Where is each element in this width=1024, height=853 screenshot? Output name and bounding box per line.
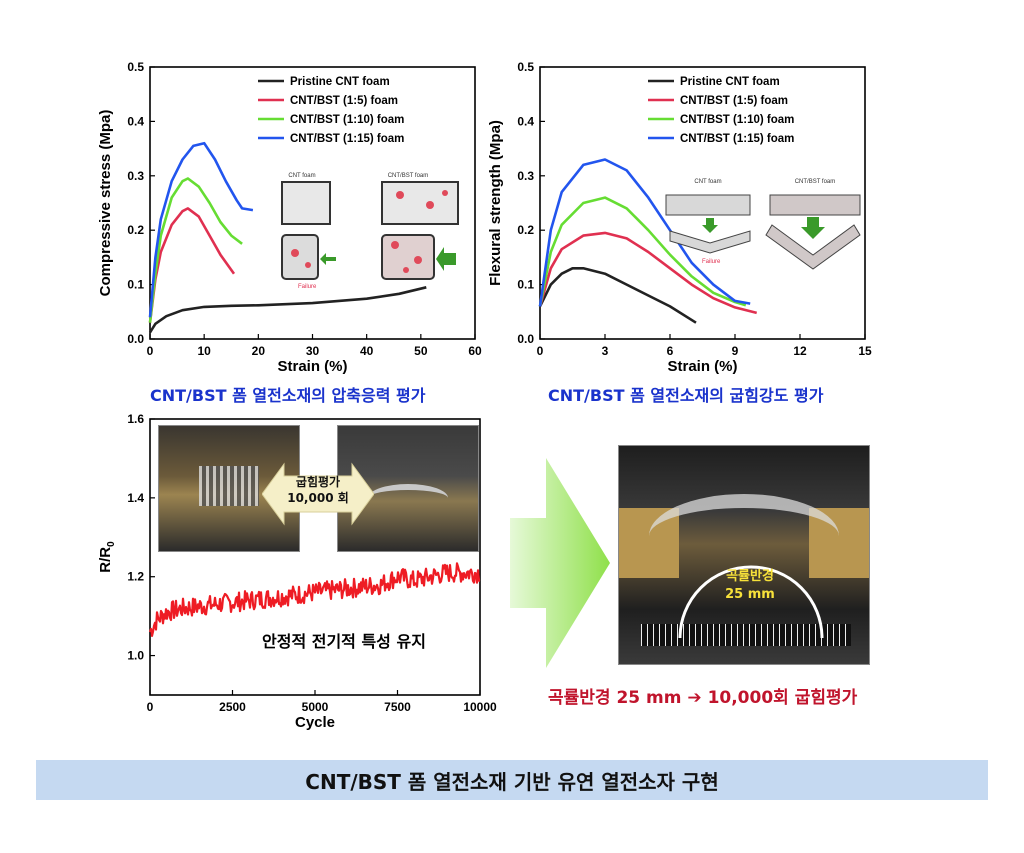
inset-cnt-bst-bent — [765, 224, 861, 270]
legend-label: CNT/BST (1:10) foam — [290, 114, 404, 126]
y-tick-label: 1.6 — [127, 412, 144, 426]
x-axis-label: Cycle — [295, 714, 335, 731]
legend-label: CNT/BST (1:5) foam — [290, 95, 398, 107]
inset-cnt-bst-foam-block — [381, 181, 459, 225]
summary-banner: CNT/BST 폼 열전소재 기반 유연 열전소자 구현 — [36, 760, 988, 800]
inset-cnt-bst-compressed — [381, 234, 435, 280]
y-tick-label: 0.4 — [517, 114, 534, 128]
x-tick-label: 7500 — [384, 700, 411, 714]
legend-label: CNT/BST (1:10) foam — [680, 114, 794, 126]
y-tick-label: 0.5 — [127, 60, 144, 74]
series-line-cnt-bst-1-15-foam — [538, 158, 751, 307]
series-line-cnt-bst-1-5-foam — [148, 207, 236, 323]
inset-label-cnt-bst-foam: CNT/BST foam — [795, 179, 836, 185]
inset-arrow-small — [702, 218, 718, 233]
bend-eval-label: 굽힘평가 10,000 회 — [282, 474, 354, 506]
y-tick-label: 0.2 — [517, 223, 534, 237]
x-tick-label: 15 — [858, 344, 872, 358]
inset-cnt-foam-beam — [665, 194, 751, 216]
inset-cnt-foam-compressed — [281, 234, 319, 280]
x-tick-label: 0 — [537, 344, 544, 358]
inset-cnt-foam-bent — [669, 230, 751, 254]
x-tick-label: 6 — [667, 344, 674, 358]
x-axis-label: Strain (%) — [667, 358, 737, 375]
y-tick-label: 1.0 — [127, 649, 144, 663]
legend-label: CNT/BST (1:15) foam — [680, 133, 794, 145]
y-tick-label: 1.2 — [127, 570, 144, 584]
inset-label-failure: Failure — [702, 259, 721, 265]
radius-label-line2: 25 mm — [725, 587, 775, 602]
radius-label-line1: 곡률반경 — [726, 569, 774, 584]
series-line-pristine-cnt-foam — [148, 286, 427, 334]
radius-eval-caption: 곡률반경 25 mm ➔ 10,000회 굽힘평가 — [548, 688, 858, 708]
radius-arc — [678, 565, 824, 639]
y-tick-label: 1.4 — [127, 491, 144, 505]
y-axis-label: R/R0 — [97, 541, 117, 573]
legend-label: Pristine CNT foam — [680, 76, 780, 88]
x-tick-label: 0 — [147, 700, 154, 714]
series-line-cnt-bst-1-10-foam — [538, 196, 747, 307]
series-line-cnt-bst-1-5-foam — [538, 231, 758, 315]
y-tick-label: 0.4 — [127, 114, 144, 128]
x-tick-label: 20 — [252, 344, 266, 358]
y-tick-label: 0.1 — [127, 278, 144, 292]
y-tick-label: 0.3 — [517, 169, 534, 183]
summary-banner-text: CNT/BST 폼 열전소재 기반 유연 열전소자 구현 — [305, 769, 719, 794]
x-tick-label: 3 — [602, 344, 609, 358]
y-axis-label: Flexural strength (Mpa) — [487, 120, 504, 286]
inset-arrow-small — [320, 253, 336, 265]
series-line-cnt-bst-1-15-foam — [148, 141, 254, 318]
bend-eval-label-line1: 굽힘평가 — [295, 475, 341, 489]
inset-arrow-large — [436, 247, 456, 271]
inset-cnt-bst-beam — [769, 194, 861, 216]
y-tick-label: 0.0 — [127, 332, 144, 346]
cycle-resistance-chart: 0 2500 5000 7500 10000 1.0 1.2 1.4 1.6 Cycle R/R0 — [97, 412, 497, 731]
bend-double-arrow — [262, 462, 374, 526]
x-tick-label: 0 — [147, 344, 154, 358]
y-tick-label: 0.3 — [127, 169, 144, 183]
x-tick-label: 30 — [306, 344, 320, 358]
series-line-resistance — [148, 562, 481, 637]
compressive-inset: CNT foam CNT/BST foam Failure — [281, 173, 459, 290]
x-axis-label: Strain (%) — [277, 358, 347, 375]
inset-label-cnt-foam: CNT foam — [288, 173, 315, 179]
process-arrow — [510, 458, 610, 668]
flexural-strength-chart: 0 3 6 9 12 15 0.0 0.1 0.2 0.3 0.4 0.5 Strain (%) Flex… — [487, 60, 872, 375]
y-tick-label: 0.2 — [127, 223, 144, 237]
flexural-caption: CNT/BST 폼 열전소재의 굽힘강도 평가 — [548, 386, 824, 405]
x-tick-label: 5000 — [302, 700, 329, 714]
x-tick-label: 60 — [468, 344, 482, 358]
bend-eval-label-line2: 10,000 회 — [287, 491, 349, 505]
x-tick-label: 9 — [732, 344, 739, 358]
inset-label-failure: Failure — [298, 284, 317, 290]
legend-label: Pristine CNT foam — [290, 76, 390, 88]
flexural-inset: CNT foam CNT/BST foam Failure — [665, 179, 861, 270]
compressive-caption: CNT/BST 폼 열전소재의 압축응력 평가 — [150, 386, 426, 405]
legend-label: CNT/BST (1:15) foam — [290, 133, 404, 145]
x-tick-label: 10 — [197, 344, 211, 358]
x-tick-label: 50 — [414, 344, 428, 358]
radius-label: 곡률반경 25 mm — [700, 568, 800, 604]
inset-label-cnt-bst-foam: CNT/BST foam — [388, 173, 429, 179]
y-axis-label: Compressive stress (Mpa) — [97, 110, 114, 297]
legend-label: CNT/BST (1:5) foam — [680, 95, 788, 107]
series-line-cnt-bst-1-10-foam — [148, 177, 243, 323]
x-tick-label: 40 — [360, 344, 374, 358]
x-tick-label: 2500 — [219, 700, 246, 714]
compressive-stress-chart: 0 10 20 30 40 50 60 0.0 0.1 0.2 0.3 0.4 0.5 Strain (%… — [97, 60, 482, 375]
inset-arrow-large — [801, 217, 825, 239]
plot-frame — [539, 66, 866, 340]
x-tick-label: 12 — [793, 344, 807, 358]
x-tick-label: 10000 — [463, 700, 497, 714]
inset-label-cnt-foam: CNT foam — [694, 179, 721, 185]
inset-cnt-foam-block — [281, 181, 331, 225]
stable-property-caption: 안정적 전기적 특성 유지 — [262, 632, 426, 651]
bending-radius-photo — [618, 445, 870, 665]
y-tick-label: 0.5 — [517, 60, 534, 74]
series-line-pristine-cnt-foam — [538, 267, 697, 324]
y-tick-label: 0.0 — [517, 332, 534, 346]
y-tick-label: 0.1 — [517, 278, 534, 292]
